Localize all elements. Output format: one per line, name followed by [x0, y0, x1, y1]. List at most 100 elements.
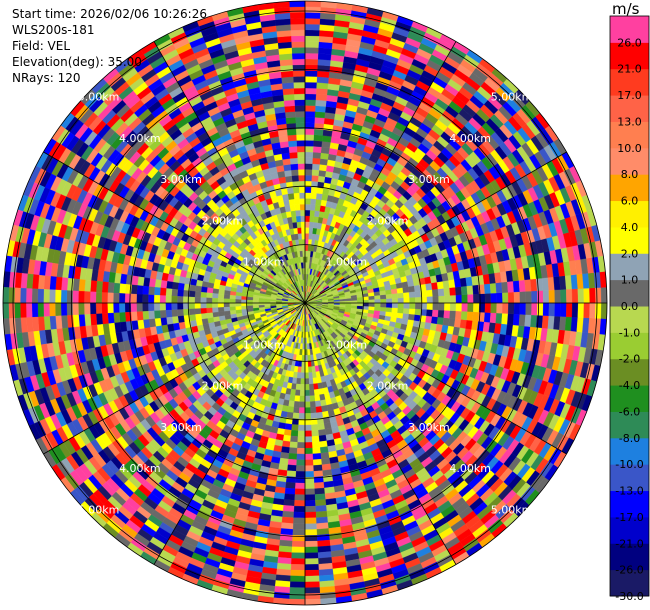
ppi-gate — [379, 294, 387, 300]
ppi-gate — [304, 169, 313, 176]
ppi-gate — [294, 488, 306, 495]
ppi-gate — [311, 169, 320, 176]
ppi-gate — [78, 302, 85, 316]
ppi-gate — [188, 302, 195, 310]
ppi-gate — [290, 430, 299, 437]
ppi-gate — [531, 290, 538, 304]
ppi-gate — [280, 70, 294, 78]
ppi-gate — [211, 302, 219, 309]
ppi-gate — [293, 406, 300, 414]
ppi-gate — [519, 291, 527, 304]
ppi-gate — [171, 316, 179, 325]
ppi-gate — [246, 299, 253, 304]
ppi-gate — [166, 281, 174, 290]
ppi-gate — [315, 93, 328, 101]
ppi-gate — [304, 442, 313, 449]
ppi-gate — [290, 35, 306, 42]
ppi-gate — [583, 287, 590, 304]
ppi-gate — [49, 302, 56, 317]
ppi-gate — [294, 204, 301, 211]
ppi-gate — [142, 285, 150, 295]
ppi-gate — [289, 0, 306, 8]
ppi-gate — [304, 413, 312, 420]
ppi-gate — [223, 298, 230, 304]
ppi-gate — [380, 298, 387, 304]
ppi-gate — [292, 523, 306, 530]
ppi-gate — [246, 302, 253, 307]
ppi-gate — [136, 294, 143, 304]
ppi-gate — [304, 215, 310, 222]
ppi-gate — [314, 117, 325, 124]
ppi-gate — [20, 287, 27, 304]
ppi-gate — [283, 434, 292, 442]
ppi-gate — [283, 164, 292, 172]
ppi-gate — [507, 280, 515, 293]
ppi-gate — [313, 216, 319, 223]
ppi-gate — [291, 47, 306, 54]
ppi-gate — [101, 302, 108, 314]
ppi-gate — [295, 389, 301, 397]
ppi-gate — [177, 282, 185, 291]
ppi-gate — [136, 311, 144, 321]
ppi-gate — [304, 488, 316, 495]
ppi-gate — [290, 564, 306, 571]
ppi-gate — [194, 302, 201, 309]
ppi-gate — [473, 293, 480, 304]
ppi-gate — [142, 302, 149, 312]
ppi-gate — [165, 309, 173, 318]
ppi-gate — [313, 210, 320, 218]
ppi-gate — [171, 288, 178, 297]
ppi-gate — [308, 377, 314, 385]
ppi-gate — [43, 289, 50, 304]
ppi-gate — [72, 314, 80, 328]
ppi-gate — [315, 193, 323, 200]
ppi-gate — [159, 310, 167, 319]
ppi-gate — [316, 82, 329, 90]
ppi-gate — [308, 221, 314, 229]
ppi-gate — [289, 18, 306, 25]
ppi-gate — [177, 315, 185, 324]
ppi-gate — [304, 575, 320, 583]
ppi-gate — [43, 302, 50, 317]
ppi-gate — [235, 295, 242, 300]
ppi-gate — [304, 244, 309, 251]
ppi-gate — [304, 204, 311, 211]
ppi-gate — [101, 281, 109, 293]
ppi-gate — [408, 291, 416, 298]
ppi-gate — [235, 302, 242, 307]
ppi-gate — [312, 146, 322, 153]
ppi-gate — [312, 453, 322, 460]
ppi-gate — [403, 297, 410, 304]
ppi-gate — [194, 291, 202, 298]
ppi-gate — [548, 289, 556, 304]
ppi-gate — [206, 297, 213, 304]
ppi-gate — [502, 292, 509, 304]
ppi-gate — [153, 294, 161, 304]
ppi-gate — [83, 302, 91, 315]
ppi-gate — [315, 499, 327, 507]
ppi-gate — [165, 295, 172, 304]
ppi-gate — [304, 221, 310, 228]
ppi-gate — [297, 442, 306, 449]
ppi-gate — [304, 186, 312, 193]
ppi-gate — [311, 175, 319, 182]
ppi-gate — [289, 593, 306, 600]
ppi-gate — [304, 517, 317, 525]
ppi-gate — [311, 430, 320, 437]
ppi-gate — [290, 388, 297, 396]
ppi-gate — [408, 285, 415, 293]
ppi-gate — [310, 401, 317, 408]
ppi-gate — [147, 302, 155, 312]
ppi-gate — [293, 81, 306, 89]
ppi-gate — [316, 522, 329, 530]
ppi-gate — [296, 465, 306, 472]
ppi-gate — [95, 291, 103, 304]
ppi-gate — [153, 310, 161, 319]
ppi-gate — [589, 287, 596, 304]
ppi-gate — [217, 307, 225, 313]
ppi-gate — [281, 516, 294, 524]
ppi-gate — [296, 453, 306, 461]
ppi-gate — [195, 285, 202, 293]
ppi-gate — [313, 464, 323, 472]
ppi-gate — [25, 302, 33, 318]
